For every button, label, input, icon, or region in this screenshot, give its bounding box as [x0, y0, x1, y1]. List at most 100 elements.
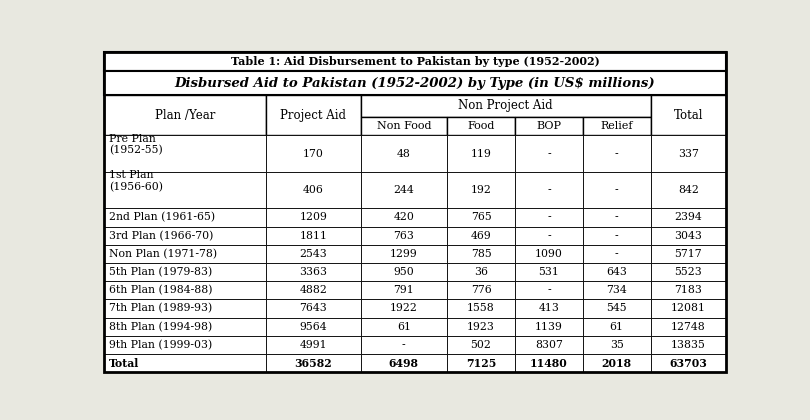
- Text: 950: 950: [394, 267, 414, 277]
- Text: Non Project Aid: Non Project Aid: [458, 99, 553, 112]
- Bar: [266, 318, 360, 336]
- Text: -: -: [547, 231, 551, 241]
- Text: 48: 48: [397, 149, 411, 159]
- Bar: [360, 318, 447, 336]
- Text: 643: 643: [606, 267, 627, 277]
- Text: 545: 545: [607, 303, 627, 313]
- Text: -: -: [615, 149, 619, 159]
- Bar: [447, 172, 515, 208]
- Text: 6498: 6498: [389, 357, 419, 369]
- Bar: [447, 336, 515, 354]
- Bar: [650, 336, 726, 354]
- Text: -: -: [615, 185, 619, 195]
- Text: 337: 337: [678, 149, 699, 159]
- Text: 734: 734: [606, 285, 627, 295]
- Text: -: -: [547, 149, 551, 159]
- Text: Total: Total: [109, 357, 139, 369]
- Text: 413: 413: [539, 303, 559, 313]
- Text: 9564: 9564: [300, 322, 327, 332]
- Text: 7th Plan (1989-93): 7th Plan (1989-93): [109, 303, 212, 314]
- Bar: [266, 281, 360, 299]
- Text: 6th Plan (1984-88): 6th Plan (1984-88): [109, 285, 212, 295]
- Bar: [104, 281, 266, 299]
- Bar: [266, 208, 360, 226]
- Bar: [447, 318, 515, 336]
- Text: 4882: 4882: [300, 285, 327, 295]
- Text: 192: 192: [471, 185, 492, 195]
- Text: 36: 36: [474, 267, 488, 277]
- Text: 5523: 5523: [674, 267, 702, 277]
- Text: 1923: 1923: [467, 322, 495, 332]
- Bar: [104, 208, 266, 226]
- Text: Disbursed Aid to Pakistan (1952-2002) by Type (in US$ millions): Disbursed Aid to Pakistan (1952-2002) by…: [175, 76, 655, 89]
- Text: Food: Food: [467, 121, 495, 131]
- Bar: [360, 94, 650, 117]
- Text: 11480: 11480: [530, 357, 568, 369]
- Bar: [360, 281, 447, 299]
- Bar: [360, 245, 447, 263]
- Text: 1922: 1922: [390, 303, 418, 313]
- Text: 9th Plan (1999-03): 9th Plan (1999-03): [109, 340, 212, 350]
- Bar: [104, 71, 726, 94]
- Text: 785: 785: [471, 249, 492, 259]
- Bar: [650, 208, 726, 226]
- Text: 8307: 8307: [535, 340, 563, 350]
- Text: 119: 119: [471, 149, 492, 159]
- Bar: [360, 336, 447, 354]
- Bar: [104, 136, 266, 172]
- Bar: [360, 208, 447, 226]
- Bar: [266, 354, 360, 372]
- Text: -: -: [402, 340, 406, 350]
- Text: -: -: [547, 285, 551, 295]
- Bar: [515, 299, 582, 318]
- Bar: [266, 263, 360, 281]
- Bar: [266, 336, 360, 354]
- Text: Table 1: Aid Disbursement to Pakistan by type (1952-2002): Table 1: Aid Disbursement to Pakistan by…: [231, 56, 599, 67]
- Bar: [650, 354, 726, 372]
- Bar: [515, 245, 582, 263]
- Text: 776: 776: [471, 285, 492, 295]
- Bar: [650, 318, 726, 336]
- Text: Pre Plan
(1952-55): Pre Plan (1952-55): [109, 134, 163, 155]
- Text: -: -: [547, 185, 551, 195]
- Text: 63703: 63703: [669, 357, 707, 369]
- Text: Non Plan (1971-78): Non Plan (1971-78): [109, 249, 217, 259]
- Text: 7183: 7183: [674, 285, 702, 295]
- Bar: [104, 336, 266, 354]
- Text: Non Food: Non Food: [377, 121, 431, 131]
- Bar: [650, 245, 726, 263]
- Bar: [104, 245, 266, 263]
- Bar: [650, 136, 726, 172]
- Bar: [582, 226, 650, 245]
- Text: 5717: 5717: [675, 249, 702, 259]
- Bar: [104, 354, 266, 372]
- Bar: [266, 94, 360, 136]
- Bar: [104, 94, 266, 136]
- Bar: [360, 299, 447, 318]
- Bar: [650, 94, 726, 136]
- Text: Relief: Relief: [600, 121, 633, 131]
- Bar: [447, 263, 515, 281]
- Bar: [582, 354, 650, 372]
- Text: 763: 763: [394, 231, 414, 241]
- Bar: [447, 299, 515, 318]
- Text: 36582: 36582: [295, 357, 332, 369]
- Text: 7643: 7643: [300, 303, 327, 313]
- Bar: [360, 172, 447, 208]
- Bar: [582, 318, 650, 336]
- Text: 406: 406: [303, 185, 324, 195]
- Bar: [266, 226, 360, 245]
- Text: 765: 765: [471, 213, 492, 223]
- Text: 420: 420: [394, 213, 414, 223]
- Text: 1811: 1811: [300, 231, 327, 241]
- Text: 3043: 3043: [674, 231, 702, 241]
- Bar: [266, 245, 360, 263]
- Bar: [104, 318, 266, 336]
- Text: 2394: 2394: [674, 213, 702, 223]
- Text: 170: 170: [303, 149, 324, 159]
- Text: 12081: 12081: [671, 303, 706, 313]
- Bar: [447, 208, 515, 226]
- Text: 1st Plan
(1956-60): 1st Plan (1956-60): [109, 170, 163, 192]
- Text: -: -: [547, 213, 551, 223]
- Bar: [266, 136, 360, 172]
